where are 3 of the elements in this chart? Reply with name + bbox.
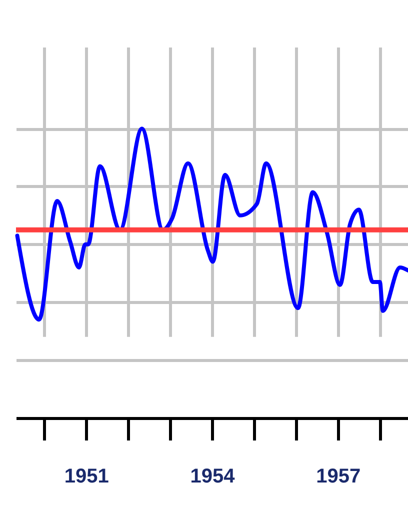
- x-tick-label: 1957: [316, 466, 361, 488]
- x-tick-label: 1951: [64, 466, 109, 488]
- x-tick-label: 1954: [190, 466, 236, 488]
